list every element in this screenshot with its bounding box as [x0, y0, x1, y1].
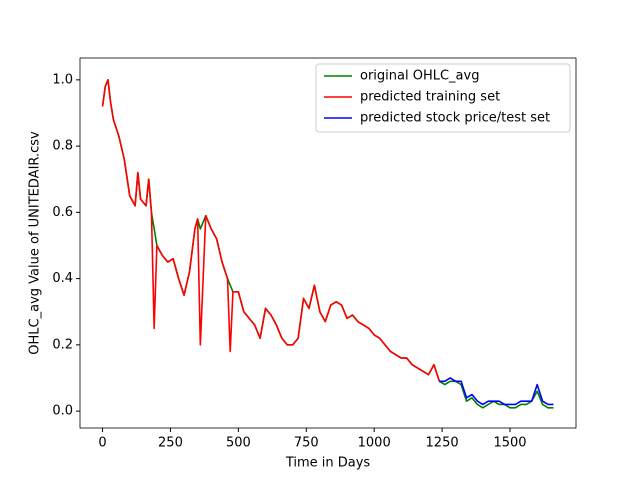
- legend-box: [315, 63, 571, 133]
- legend-label: predicted stock price/test set: [360, 111, 550, 126]
- x-axis-label: Time in Days: [285, 456, 371, 471]
- legend-label: predicted training set: [360, 90, 500, 105]
- y-tick-label: 0.2: [52, 337, 73, 352]
- x-tick-label: 250: [158, 436, 183, 451]
- y-tick-label: 0.6: [52, 205, 73, 220]
- y-tick-label: 0.0: [52, 404, 73, 419]
- legend-label: original OHLC_avg: [360, 69, 479, 84]
- x-tick-label: 1250: [426, 436, 459, 451]
- x-tick-label: 750: [294, 436, 319, 451]
- x-tick-label: 1500: [493, 436, 526, 451]
- y-tick-label: 0.4: [52, 271, 73, 286]
- plot-frame: [79, 57, 577, 429]
- x-tick-label: 500: [226, 436, 251, 451]
- x-tick-label: 1000: [358, 436, 391, 451]
- y-axis-label: OHLC_avg Value of UNITEDAIR.csv: [28, 131, 43, 355]
- series-line: [101, 79, 441, 382]
- series-line: [439, 377, 554, 406]
- y-tick-label: 1.0: [52, 72, 73, 87]
- y-tick-label: 0.8: [52, 139, 73, 154]
- x-tick-label: 0: [98, 436, 106, 451]
